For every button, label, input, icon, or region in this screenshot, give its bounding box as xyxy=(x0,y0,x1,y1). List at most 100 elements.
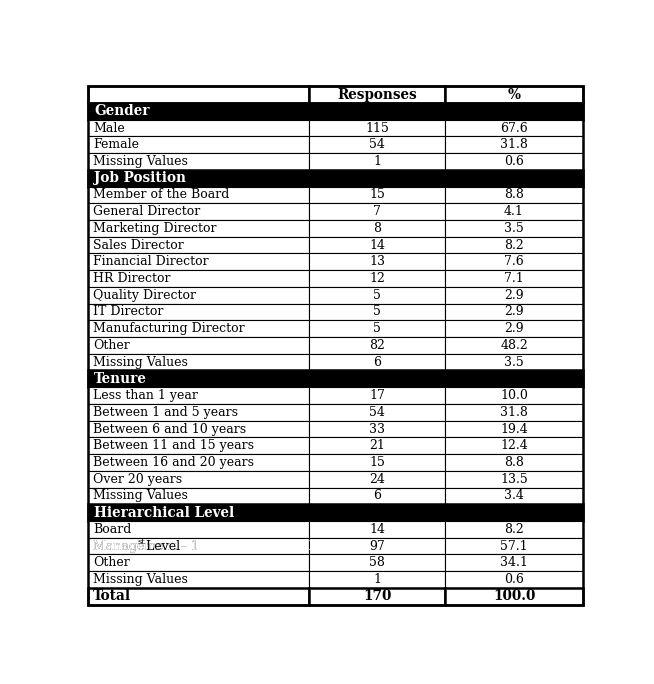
Bar xyxy=(309,270,445,287)
Text: 33: 33 xyxy=(370,423,385,436)
Text: General Director: General Director xyxy=(93,205,200,218)
Text: Job Position: Job Position xyxy=(94,171,186,185)
Text: Member of the Board: Member of the Board xyxy=(93,189,230,202)
Text: 57.1: 57.1 xyxy=(500,540,528,553)
Text: Between 16 and 20 years: Between 16 and 20 years xyxy=(93,456,254,469)
Text: Other: Other xyxy=(93,339,129,352)
Text: 34.1: 34.1 xyxy=(500,556,528,569)
Text: Over 20 years: Over 20 years xyxy=(93,473,182,486)
Bar xyxy=(309,337,445,354)
Text: 82: 82 xyxy=(370,339,385,352)
Text: 100.0: 100.0 xyxy=(493,589,535,603)
Text: 170: 170 xyxy=(363,589,391,603)
Bar xyxy=(88,504,583,521)
Text: Tenure: Tenure xyxy=(94,372,146,386)
Text: 6: 6 xyxy=(373,489,381,502)
Text: 14: 14 xyxy=(370,523,385,536)
Bar xyxy=(309,354,445,371)
Bar xyxy=(88,471,309,488)
Bar xyxy=(88,304,309,320)
Bar xyxy=(309,387,445,404)
Bar xyxy=(445,153,583,170)
Bar xyxy=(309,320,445,337)
Bar xyxy=(445,304,583,320)
Text: 48.2: 48.2 xyxy=(500,339,528,352)
Text: Total: Total xyxy=(93,589,131,603)
Bar xyxy=(445,287,583,304)
Bar xyxy=(309,120,445,136)
Bar xyxy=(88,187,309,203)
Text: Male: Male xyxy=(93,122,125,135)
Bar xyxy=(88,237,309,254)
Bar xyxy=(88,153,309,170)
Bar xyxy=(88,254,309,270)
Text: Other: Other xyxy=(93,556,129,569)
Text: Management – 1: Management – 1 xyxy=(93,540,199,553)
Bar xyxy=(445,471,583,488)
Text: 15: 15 xyxy=(370,456,385,469)
Bar xyxy=(309,153,445,170)
Text: 13.5: 13.5 xyxy=(500,473,528,486)
Bar xyxy=(445,120,583,136)
Text: 0.6: 0.6 xyxy=(504,573,524,586)
Bar xyxy=(445,538,583,555)
Bar xyxy=(88,120,309,136)
Bar xyxy=(445,437,583,454)
Text: 1: 1 xyxy=(373,573,381,586)
Bar xyxy=(88,220,309,237)
Bar xyxy=(88,170,583,187)
Bar xyxy=(445,86,583,103)
Text: 5: 5 xyxy=(373,322,381,335)
Bar xyxy=(445,237,583,254)
Bar xyxy=(88,571,309,588)
Bar xyxy=(88,320,309,337)
Text: 8.8: 8.8 xyxy=(504,456,524,469)
Text: 1: 1 xyxy=(373,155,381,168)
Text: 67.6: 67.6 xyxy=(500,122,528,135)
Bar xyxy=(88,354,309,371)
Bar xyxy=(445,387,583,404)
Text: 97: 97 xyxy=(370,540,385,553)
Text: 2.9: 2.9 xyxy=(504,306,524,319)
Bar xyxy=(445,220,583,237)
Bar xyxy=(445,488,583,504)
Text: Between 1 and 5 years: Between 1 and 5 years xyxy=(93,406,238,419)
Text: 14: 14 xyxy=(370,239,385,252)
Bar xyxy=(88,136,309,153)
Bar xyxy=(445,136,583,153)
Bar xyxy=(309,437,445,454)
Text: 2.9: 2.9 xyxy=(504,289,524,302)
Text: Hierarchical Level: Hierarchical Level xyxy=(94,505,234,520)
Bar xyxy=(309,521,445,538)
Text: 12.4: 12.4 xyxy=(500,439,528,452)
Bar xyxy=(88,437,309,454)
Text: 21: 21 xyxy=(370,439,385,452)
Bar xyxy=(88,203,309,220)
Bar xyxy=(309,555,445,571)
Bar xyxy=(88,287,309,304)
Text: 3.5: 3.5 xyxy=(504,356,524,369)
Bar xyxy=(445,421,583,437)
Bar xyxy=(309,421,445,437)
Bar xyxy=(309,287,445,304)
Text: Sales Director: Sales Director xyxy=(93,239,184,252)
Text: 54: 54 xyxy=(370,406,385,419)
Text: 10.0: 10.0 xyxy=(500,389,528,402)
Text: Missing Values: Missing Values xyxy=(93,489,188,502)
Bar xyxy=(445,187,583,203)
Text: 8.2: 8.2 xyxy=(504,523,524,536)
Text: Female: Female xyxy=(93,138,139,151)
Bar xyxy=(309,588,445,605)
Text: 7: 7 xyxy=(373,205,381,218)
Text: 6: 6 xyxy=(373,356,381,369)
Text: 5: 5 xyxy=(373,306,381,319)
Text: HR Director: HR Director xyxy=(93,272,171,285)
Text: 24: 24 xyxy=(370,473,385,486)
Bar xyxy=(88,588,309,605)
Bar xyxy=(309,471,445,488)
Text: 54: 54 xyxy=(370,138,385,151)
Text: st: st xyxy=(137,538,145,547)
Bar xyxy=(309,454,445,471)
Bar xyxy=(445,571,583,588)
Bar xyxy=(445,454,583,471)
